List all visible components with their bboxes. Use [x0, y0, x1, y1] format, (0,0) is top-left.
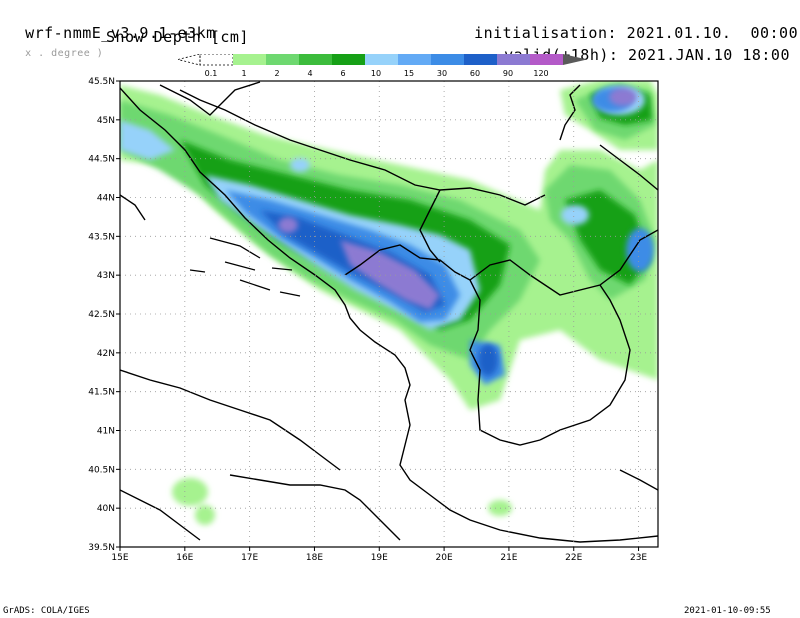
footer-right: 2021-01-10-09:55 — [684, 606, 771, 616]
y-tick-label: 43.5N — [88, 232, 115, 242]
longitude-axis: 15E 16E 17E 18E 19E 20E 21E 22E 23E — [111, 547, 647, 563]
footer-left: GrADS: COLA/IGES — [3, 606, 90, 616]
legend-swatch — [398, 54, 431, 65]
legend-label: 4 — [307, 69, 312, 78]
y-tick-label: 42N — [97, 349, 115, 359]
legend-label: 60 — [470, 69, 480, 78]
init-time: initialisation: 2021.01.10. 00:00 UTC — [455, 6, 800, 42]
y-tick-label: 42.5N — [88, 310, 115, 320]
legend-swatch — [530, 54, 563, 65]
y-tick-label: 45N — [97, 116, 115, 126]
units-note: x . degree ) — [25, 48, 104, 59]
legend-swatch — [464, 54, 497, 65]
x-tick-label: 21E — [500, 553, 517, 563]
legend-label: 6 — [340, 69, 345, 78]
legend-label: 10 — [371, 69, 381, 78]
legend-swatch — [199, 54, 234, 66]
y-tick-label: 40.5N — [88, 465, 115, 475]
legend-label: 2 — [274, 69, 279, 78]
valid-value: 2021.JAN.10 18:00 UTC — [627, 46, 800, 64]
y-tick-label: 44N — [97, 194, 115, 204]
x-tick-label: 20E — [436, 553, 453, 563]
legend-swatch — [332, 54, 365, 65]
legend-swatch — [431, 54, 464, 65]
y-tick-label: 43N — [97, 271, 115, 281]
y-tick-label: 41.5N — [88, 388, 115, 398]
x-tick-label: 19E — [371, 553, 388, 563]
latitude-axis: 45.5N 45N 44.5N 44N 43.5N 43N 42.5N 42N 41.5N 41N… — [88, 77, 120, 553]
legend-label: 90 — [503, 69, 513, 78]
legend-swatch — [497, 54, 530, 65]
variable-title: Snow Depth [cm] — [106, 28, 249, 46]
x-tick-label: 16E — [176, 553, 193, 563]
adriatic-islands — [189, 237, 301, 297]
legend-label: 15 — [404, 69, 414, 78]
y-tick-label: 40N — [97, 504, 115, 514]
x-tick-label: 18E — [306, 553, 323, 563]
model-title: wrf-nmmE_v3.9.1-e3km x . degree ) — [6, 6, 216, 60]
x-tick-label: 17E — [241, 553, 258, 563]
legend-swatch — [233, 54, 266, 65]
x-tick-label: 15E — [111, 553, 128, 563]
y-tick-label: 45.5N — [88, 77, 115, 87]
x-tick-label: 22E — [565, 553, 582, 563]
legend-label: 1 — [241, 69, 246, 78]
legend-label: 30 — [437, 69, 447, 78]
legend-label: 0.1 — [205, 69, 218, 78]
x-tick-label: 23E — [630, 553, 647, 563]
model-name: wrf-nmmE_v3.9.1-e3km — [25, 24, 216, 42]
legend-swatch — [365, 54, 398, 65]
legend-swatch — [299, 54, 332, 65]
coastlines-borders — [120, 81, 658, 543]
legend-swatch — [266, 54, 299, 65]
y-tick-label: 44.5N — [88, 155, 115, 165]
y-tick-label: 39.5N — [88, 543, 115, 553]
init-label: initialisation: — [474, 24, 618, 42]
legend-swatch-over — [563, 54, 587, 65]
init-value: 2021.01.10. 00:00 UTC — [626, 24, 799, 42]
color-legend: 0.1 1 2 4 6 10 15 30 60 90 120 — [178, 54, 587, 78]
legend-label: 120 — [533, 69, 548, 78]
legend-swatch-under — [178, 54, 201, 66]
y-tick-label: 41N — [97, 427, 115, 437]
